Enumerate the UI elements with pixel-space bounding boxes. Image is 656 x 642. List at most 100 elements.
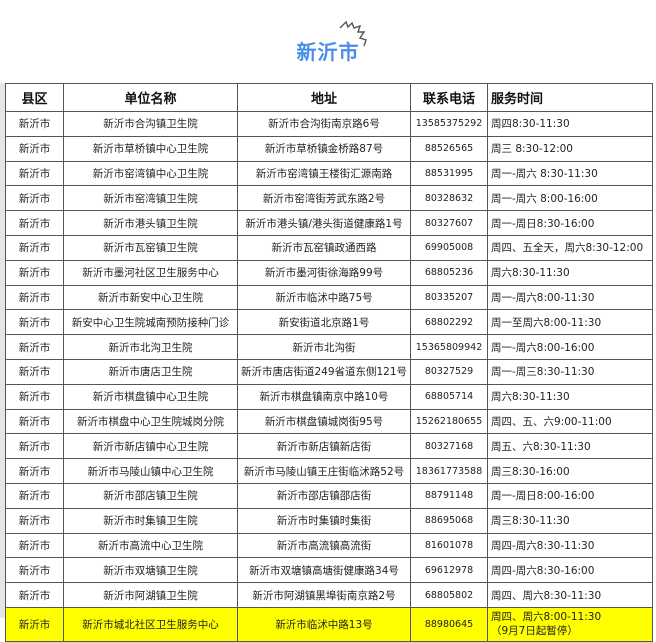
cell-time: 周六8:30-11:30 — [487, 383, 653, 410]
time-line2: （9月7日起暂停） — [491, 625, 578, 638]
cell-county: 新沂市 — [5, 433, 64, 460]
table-header-row: 县区 单位名称 地址 联系电话 服务时间 — [5, 83, 653, 112]
header-address: 地址 — [237, 83, 411, 112]
cell-name: 新沂市双塘镇卫生院 — [63, 557, 238, 584]
cell-name: 新沂市墨河社区卫生服务中心 — [63, 259, 238, 286]
header-phone: 联系电话 — [410, 83, 488, 112]
cell-name: 新沂市棋盘镇中心卫生院 — [63, 383, 238, 410]
cell-time: 周四、周六8:00-11:30 （9月7日起暂停） — [487, 606, 653, 642]
time-line1: 周四、周六8:00-11:30 — [491, 611, 602, 624]
table-row: 新沂市 新沂市邵店镇卫生院 新沂市邵店镇邵店街 88791148 周一-周日8:00-1… — [5, 482, 653, 509]
cell-time: 周一-周三8:30-11:30 — [487, 358, 653, 385]
cell-county: 新沂市 — [5, 582, 64, 608]
cell-name: 新沂市草桥镇中心卫生院 — [63, 135, 238, 162]
squiggle-decoration-icon — [339, 20, 367, 47]
cell-county: 新沂市 — [5, 284, 64, 311]
cell-time: 周一-周六 8:30-11:30 — [487, 160, 653, 187]
cell-time: 周一-周六8:00-16:00 — [487, 334, 653, 360]
table-row: 新沂市 新安中心卫生院城南预防接种门诊 新安街道北京路1号 68802292 周一至周六… — [5, 309, 653, 336]
cell-time: 周一-周六 8:00-16:00 — [487, 185, 653, 212]
page-title: 新沂市 — [296, 40, 360, 64]
cell-phone: 80327607 — [410, 210, 488, 236]
table-row: 新沂市 新沂市墨河社区卫生服务中心 新沂市墨河街徐海路99号 68805236 周六8:… — [5, 259, 653, 286]
cell-phone: 68805714 — [410, 383, 488, 410]
cell-county: 新沂市 — [5, 185, 64, 212]
cell-address: 新沂市瓦窑镇政通西路 — [237, 234, 411, 261]
cell-address: 新沂市邵店镇邵店街 — [237, 482, 411, 509]
table-row: 新沂市 新沂市高流中心卫生院 新沂市高流镇高流街 81601078 周四-周六8:30-… — [5, 532, 653, 559]
cell-address: 新沂市港头镇/港头街道健康路1号 — [237, 210, 411, 236]
cell-time: 周四、五全天，周六8:30-12:00 — [487, 234, 653, 261]
cell-name: 新沂市窑湾镇中心卫生院 — [63, 160, 238, 187]
header-county: 县区 — [5, 83, 64, 112]
cell-name: 新沂市棋盘中心卫生院城岗分院 — [63, 408, 238, 435]
table-row-highlighted: 新沂市 新沂市城北社区卫生服务中心 新沂市临沭中路13号 88980645 周四… — [5, 606, 653, 642]
cell-county: 新沂市 — [5, 234, 64, 261]
cell-county: 新沂市 — [5, 135, 64, 162]
cell-phone: 80327529 — [410, 358, 488, 385]
cell-time: 周五、六8:30-11:30 — [487, 433, 653, 460]
cell-name: 新沂市北沟卫生院 — [63, 334, 238, 360]
table-row: 新沂市 新沂市北沟卫生院 新沂市北沟街 15365809942 周一-周六8:00-16… — [5, 334, 653, 360]
cell-time: 周四、五、六9:00-11:00 — [487, 408, 653, 435]
cell-address: 新沂市双塘镇高塘街健康路34号 — [237, 557, 411, 584]
table-row: 新沂市 新沂市唐店卫生院 新沂市唐店街道249省道东侧121号 80327529 周一-… — [5, 358, 653, 385]
cell-time: 周三 8:30-12:00 — [487, 135, 653, 162]
cell-county: 新沂市 — [5, 160, 64, 187]
cell-phone: 15262180655 — [410, 408, 488, 435]
cell-name: 新沂市窑湾镇卫生院 — [63, 185, 238, 212]
cell-county: 新沂市 — [5, 210, 64, 236]
cell-phone: 88531995 — [410, 160, 488, 187]
table-row: 新沂市 新沂市窑湾镇中心卫生院 新沂市窑湾镇王楼街汇源南路 88531995 周一-周六… — [5, 160, 653, 187]
cell-address: 新沂市阿湖镇黑埠街南京路2号 — [237, 582, 411, 608]
cell-county: 新沂市 — [5, 408, 64, 435]
cell-time: 周三8:30-11:30 — [487, 507, 653, 534]
cell-address: 新沂市棋盘镇南京中路10号 — [237, 383, 411, 410]
table-row: 新沂市 新沂市港头镇卫生院 新沂市港头镇/港头街道健康路1号 80327607 周一-周… — [5, 210, 653, 236]
cell-county: 新沂市 — [5, 532, 64, 559]
cell-address: 新沂市唐店街道249省道东侧121号 — [237, 358, 411, 385]
cell-phone: 68805236 — [410, 259, 488, 286]
cell-address: 新沂市窑湾镇王楼街汇源南路 — [237, 160, 411, 187]
cell-phone: 88980645 — [410, 606, 488, 642]
cell-name: 新沂市新店镇中心卫生院 — [63, 433, 238, 460]
cell-time: 周四、周六8:30-11:30 — [487, 582, 653, 608]
cell-time: 周四-周六8:30-16:00 — [487, 557, 653, 584]
table-row: 新沂市 新沂市棋盘镇中心卫生院 新沂市棋盘镇南京中路10号 68805714 周六8:3… — [5, 383, 653, 410]
cell-address: 新沂市马陵山镇王庄街临沭路52号 — [237, 458, 411, 484]
table-row: 新沂市 新沂市时集镇卫生院 新沂市时集镇时集街 88695068 周三8:30-11:3… — [5, 507, 653, 534]
cell-phone: 80328632 — [410, 185, 488, 212]
cell-county: 新沂市 — [5, 606, 64, 642]
cell-address: 新沂市草桥镇金桥路87号 — [237, 135, 411, 162]
cell-address: 新沂市北沟街 — [237, 334, 411, 360]
table-row: 新沂市 新沂市棋盘中心卫生院城岗分院 新沂市棋盘镇城岗街95号 15262180655… — [5, 408, 653, 435]
cell-county: 新沂市 — [5, 557, 64, 584]
cell-phone: 88695068 — [410, 507, 488, 534]
cell-name: 新沂市马陵山镇中心卫生院 — [63, 458, 238, 484]
cell-name: 新沂市邵店镇卫生院 — [63, 482, 238, 509]
cell-name: 新沂市时集镇卫生院 — [63, 507, 238, 534]
cell-address: 新沂市临沭中路75号 — [237, 284, 411, 311]
cell-phone: 69905008 — [410, 234, 488, 261]
cell-name: 新沂市合沟镇卫生院 — [63, 111, 238, 137]
cell-address: 新沂市棋盘镇城岗街95号 — [237, 408, 411, 435]
cell-county: 新沂市 — [5, 259, 64, 286]
table-row: 新沂市 新沂市新安中心卫生院 新沂市临沭中路75号 80335207 周一-周六8:00… — [5, 284, 653, 311]
cell-county: 新沂市 — [5, 309, 64, 336]
cell-time: 周一-周六8:00-11:30 — [487, 284, 653, 311]
cell-phone: 68802292 — [410, 309, 488, 336]
cell-address: 新沂市高流镇高流街 — [237, 532, 411, 559]
cell-address: 新安街道北京路1号 — [237, 309, 411, 336]
table-row: 新沂市 新沂市双塘镇卫生院 新沂市双塘镇高塘街健康路34号 69612978 周四-周六… — [5, 557, 653, 584]
header-name: 单位名称 — [63, 83, 238, 112]
cell-time: 周一-周日8:30-16:00 — [487, 210, 653, 236]
left-edge — [0, 83, 5, 618]
cell-phone: 80335207 — [410, 284, 488, 311]
cell-name: 新沂市新安中心卫生院 — [63, 284, 238, 311]
table-row: 新沂市 新沂市瓦窑镇卫生院 新沂市瓦窑镇政通西路 69905008 周四、五全天，周六8… — [5, 234, 653, 261]
table-row: 新沂市 新沂市阿湖镇卫生院 新沂市阿湖镇黑埠街南京路2号 68805802 周四、周六8… — [5, 582, 653, 608]
table-row: 新沂市 新沂市窑湾镇卫生院 新沂市窑湾街芳武东路2号 80328632 周一-周六 8:… — [5, 185, 653, 212]
cell-time: 周四8:30-11:30 — [487, 111, 653, 137]
cell-county: 新沂市 — [5, 458, 64, 484]
clinic-table: 县区 单位名称 地址 联系电话 服务时间 新沂市 新沂市合沟镇卫生院 新沂市合沟街南… — [5, 83, 653, 642]
